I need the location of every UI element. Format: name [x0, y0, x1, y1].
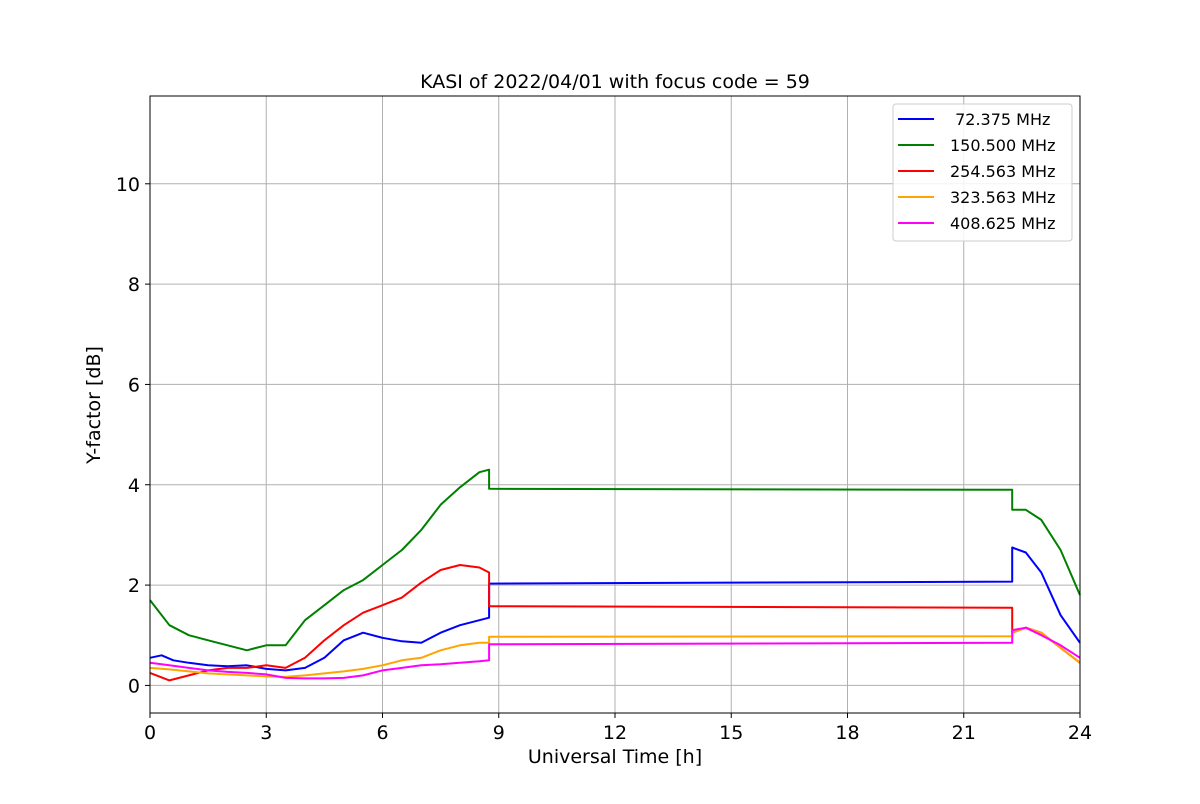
y-tick-label: 10 [116, 174, 140, 196]
chart-title: KASI of 2022/04/01 with focus code = 59 [420, 71, 810, 93]
legend-label: 408.625 MHz [950, 214, 1055, 233]
series-line-2 [149, 468, 1081, 652]
y-tick-label: 0 [128, 675, 140, 697]
series-lines [149, 468, 1081, 682]
y-tick-label: 8 [128, 274, 140, 296]
series-line-5 [149, 626, 1081, 680]
legend-label: 150.500 MHz [950, 136, 1055, 155]
x-tick-label: 9 [493, 722, 505, 744]
x-tick-label: 12 [603, 722, 627, 744]
legend-label: 72.375 MHz [950, 110, 1050, 129]
x-axis: 0 3 6 9 12 15 18 21 24 [144, 713, 1092, 744]
x-tick-label: 15 [719, 722, 743, 744]
x-tick-label: 24 [1068, 722, 1092, 744]
legend-box [892, 103, 1073, 242]
x-axis-label: Universal Time [h] [528, 746, 702, 768]
series-line-1 [149, 546, 1081, 672]
legend-label: 323.563 MHz [950, 188, 1055, 207]
x-tick-label: 18 [835, 722, 859, 744]
y-tick-label: 2 [128, 575, 140, 597]
x-tick-label: 21 [952, 722, 976, 744]
x-tick-label: 6 [376, 722, 388, 744]
legend: 72.375 MHz 150.500 MHz 254.563 MHz 323.563 … [892, 103, 1073, 242]
series-line-3 [149, 564, 1081, 682]
y-axis-label: Y-factor [dB] [83, 346, 105, 465]
y-axis: 0 2 4 6 8 10 [116, 174, 150, 697]
x-tick-label: 0 [144, 722, 156, 744]
y-tick-label: 4 [128, 475, 140, 497]
legend-label: 254.563 MHz [950, 162, 1055, 181]
legend-entries: 72.375 MHz 150.500 MHz 254.563 MHz 323.563 … [898, 110, 1055, 233]
x-tick-label: 3 [260, 722, 272, 744]
y-tick-label: 6 [128, 374, 140, 396]
